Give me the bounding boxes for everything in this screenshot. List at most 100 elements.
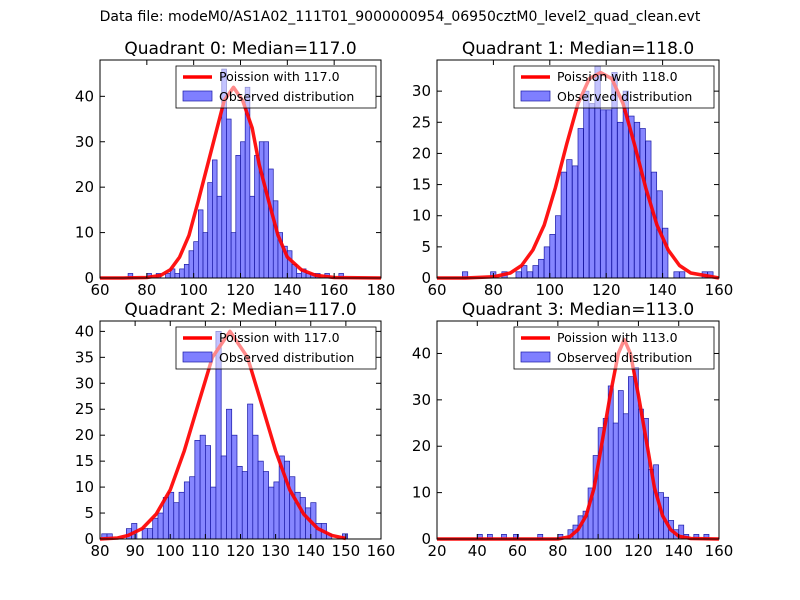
histogram-bar <box>521 265 528 279</box>
y-tick-label: 5 <box>84 504 94 522</box>
y-tick-label: 0 <box>84 530 94 548</box>
histogram-bar <box>538 258 545 279</box>
x-tick-label: 140 <box>296 542 325 560</box>
x-tick-label: 130 <box>261 542 290 560</box>
histogram-bar <box>194 440 201 540</box>
x-tick-label: 140 <box>664 542 693 560</box>
legend-patch-swatch <box>182 90 213 102</box>
y-tick-label: 10 <box>412 484 431 502</box>
y-tick-label: 30 <box>412 82 431 100</box>
subplot-title: Quadrant 2: Median=117.0 <box>124 300 356 320</box>
subplot-title: Quadrant 3: Median=113.0 <box>462 300 694 320</box>
x-tick-label: 150 <box>332 542 361 560</box>
x-tick-label: 160 <box>705 281 734 299</box>
histogram-bar <box>515 271 522 279</box>
histogram-bar <box>639 128 646 279</box>
histogram-bar <box>226 118 232 279</box>
legend-entry-poisson: Poission with 113.0 <box>557 330 678 345</box>
histogram-bar <box>268 486 275 540</box>
histogram-bar <box>179 268 185 279</box>
histogram-bar <box>272 200 279 279</box>
y-tick-label: 10 <box>75 224 94 242</box>
histogram-bar <box>679 271 686 279</box>
y-tick-label: 20 <box>75 178 94 196</box>
y-tick-label: 0 <box>421 530 431 548</box>
y-tick-label: 35 <box>75 348 94 366</box>
subplot-quadrant-1: 60 80 100 120 140 160 0 5 10 15 20 25 30 Quadrant 1: … <box>412 39 733 299</box>
legend: Poission with 117.0 Observed distribution <box>175 326 377 370</box>
histogram-bar <box>588 103 595 279</box>
x-tick-label: 100 <box>156 542 185 560</box>
x-tick-label: 160 <box>367 542 396 560</box>
histogram-bar <box>645 140 652 279</box>
histogram-bar <box>560 171 567 279</box>
histogram-bar <box>549 234 556 279</box>
histogram-bar <box>241 471 248 540</box>
histogram-bar <box>628 376 634 540</box>
y-tick-label: 20 <box>75 426 94 444</box>
legend-patch-swatch <box>182 351 213 363</box>
x-tick-label: 120 <box>624 542 653 560</box>
x-tick-label: 90 <box>126 542 145 560</box>
legend-entry-observed: Observed distribution <box>219 350 354 365</box>
histogram-bar <box>296 273 302 279</box>
histogram-bar <box>205 445 211 540</box>
histogram-bar <box>526 271 533 279</box>
histogram-bar <box>210 486 217 540</box>
x-tick-label: 80 <box>90 542 109 560</box>
histogram-bar <box>212 159 218 279</box>
y-tick-label: 5 <box>421 238 431 256</box>
axes-frame <box>436 59 720 279</box>
histogram-bar <box>207 182 213 279</box>
x-tick-label: 80 <box>548 542 567 560</box>
histogram-bar <box>257 460 264 540</box>
legend-entry-observed: Observed distribution <box>557 350 692 365</box>
y-tick-label: 30 <box>412 391 431 409</box>
histogram-bar <box>188 250 195 279</box>
legend-entry-poisson: Poission with 117.0 <box>219 330 340 345</box>
y-tick-label: 25 <box>75 400 94 418</box>
histogram-bar <box>262 471 269 540</box>
legend-patch-swatch <box>520 351 551 363</box>
histogram-bar <box>199 434 206 540</box>
histogram-bar <box>289 476 296 540</box>
histogram-bar <box>231 434 238 540</box>
legend: Poission with 113.0 Observed distribution <box>513 326 715 370</box>
histogram-bar <box>566 159 573 279</box>
subplot-quadrant-0: 60 80 100 120 140 160 180 0 10 20 30 40 Quadrant 0: … <box>75 39 395 299</box>
x-tick-label: 160 <box>320 281 349 299</box>
histogram-bar <box>673 271 680 279</box>
legend-entry-observed: Observed distribution <box>219 89 354 104</box>
histogram-bar <box>622 413 629 540</box>
axes-frame <box>436 320 720 540</box>
histogram-bar <box>198 209 204 279</box>
x-tick-label: 100 <box>179 281 208 299</box>
histogram-bar <box>600 109 607 279</box>
legend: Poission with 118.0 Observed distribution <box>513 65 715 109</box>
y-tick-label: 10 <box>75 478 94 496</box>
histogram-bar <box>254 155 260 279</box>
histogram-bar <box>193 241 199 279</box>
histogram-bar <box>299 497 306 540</box>
histogram-bar <box>617 390 624 540</box>
x-tick-label: 60 <box>508 542 527 560</box>
y-tick-label: 15 <box>412 176 431 194</box>
histogram-bar <box>235 155 241 279</box>
histogram-bar <box>577 128 584 279</box>
histogram-bar <box>572 165 579 279</box>
histogram-bar <box>612 422 619 540</box>
y-tick-label: 40 <box>75 322 94 340</box>
subplot-title: Quadrant 0: Median=117.0 <box>124 39 356 59</box>
legend-entry-poisson: Poission with 118.0 <box>557 69 678 84</box>
legend-entry-poisson: Poission with 117.0 <box>219 69 340 84</box>
legend-patch-swatch <box>520 90 551 102</box>
histogram-bar <box>174 273 180 279</box>
histogram-bar <box>178 491 185 540</box>
x-tick-label: 60 <box>427 281 446 299</box>
y-tick-label: 10 <box>412 207 431 225</box>
histogram-bar <box>247 403 254 540</box>
x-tick-label: 180 <box>367 281 396 299</box>
x-tick-label: 80 <box>484 281 503 299</box>
